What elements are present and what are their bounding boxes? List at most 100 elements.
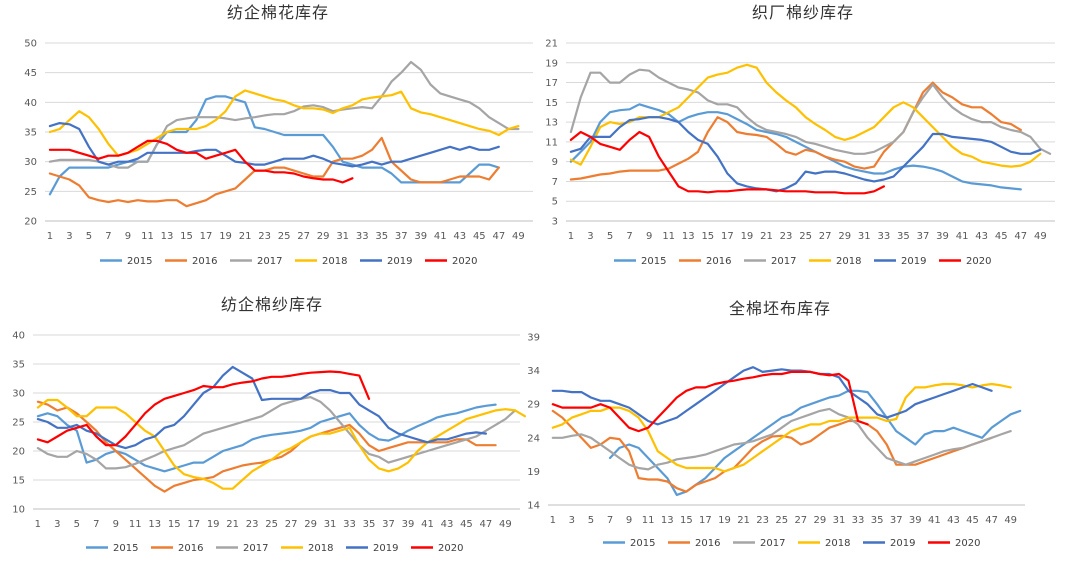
x-tick-label: 39 bbox=[936, 231, 949, 242]
x-tick-label: 45 bbox=[460, 519, 473, 530]
y-tick-label: 30 bbox=[24, 157, 37, 168]
x-tick-label: 41 bbox=[434, 231, 447, 242]
y-tick-label: 14 bbox=[527, 501, 540, 512]
x-tick-label: 15 bbox=[180, 231, 193, 242]
series-line-2017 bbox=[36, 396, 517, 470]
x-tick-label: 43 bbox=[453, 231, 466, 242]
series-line-2019 bbox=[569, 116, 1042, 193]
x-tick-label: 3 bbox=[569, 515, 575, 526]
x-tick-label: 15 bbox=[680, 515, 693, 526]
legend-label-2015: 2015 bbox=[641, 256, 666, 267]
x-tick-label: 13 bbox=[148, 519, 161, 530]
y-tick-label: 35 bbox=[12, 360, 25, 371]
x-tick-label: 19 bbox=[207, 519, 220, 530]
x-tick-label: 45 bbox=[995, 231, 1008, 242]
x-tick-label: 13 bbox=[682, 231, 695, 242]
series-line-2015 bbox=[608, 389, 1022, 496]
x-tick-label: 41 bbox=[928, 515, 941, 526]
x-tick-label: 23 bbox=[756, 515, 769, 526]
x-tick-label: 47 bbox=[985, 515, 998, 526]
x-tick-label: 17 bbox=[187, 519, 200, 530]
x-tick-label: 45 bbox=[966, 515, 979, 526]
x-tick-label: 39 bbox=[414, 231, 427, 242]
x-tick-label: 47 bbox=[480, 519, 493, 530]
x-tick-label: 7 bbox=[93, 519, 99, 530]
x-tick-label: 45 bbox=[473, 231, 486, 242]
y-tick-label: 45 bbox=[24, 68, 37, 79]
x-tick-label: 9 bbox=[646, 231, 652, 242]
x-tick-label: 41 bbox=[421, 519, 434, 530]
x-tick-label: 19 bbox=[718, 515, 731, 526]
x-tick-label: 25 bbox=[799, 231, 812, 242]
legend-label-2020: 2020 bbox=[452, 256, 477, 267]
x-tick-label: 33 bbox=[877, 231, 890, 242]
x-tick-label: 37 bbox=[890, 515, 903, 526]
y-tick-label: 21 bbox=[545, 39, 558, 50]
x-tick-label: 17 bbox=[721, 231, 734, 242]
y-tick-label: 17 bbox=[545, 78, 558, 89]
x-tick-label: 25 bbox=[278, 231, 291, 242]
series-line-2019 bbox=[36, 365, 487, 450]
series-line-2017 bbox=[569, 68, 1052, 155]
series-line-2015 bbox=[36, 403, 497, 473]
x-tick-label: 5 bbox=[588, 515, 594, 526]
x-tick-label: 49 bbox=[499, 519, 512, 530]
y-tick-label: 34 bbox=[527, 366, 540, 377]
x-tick-label: 9 bbox=[626, 515, 632, 526]
x-tick-label: 29 bbox=[838, 231, 851, 242]
x-tick-label: 11 bbox=[129, 519, 142, 530]
legend-label-2018: 2018 bbox=[322, 256, 347, 267]
x-tick-label: 29 bbox=[304, 519, 317, 530]
x-tick-label: 23 bbox=[246, 519, 259, 530]
chart-title: 纺企棉花库存 bbox=[227, 3, 329, 22]
x-tick-label: 5 bbox=[607, 231, 613, 242]
x-tick-label: 15 bbox=[701, 231, 714, 242]
y-tick-label: 13 bbox=[545, 118, 558, 129]
x-tick-label: 33 bbox=[343, 519, 356, 530]
series-line-2020 bbox=[36, 370, 371, 447]
x-tick-label: 7 bbox=[105, 231, 111, 242]
y-tick-label: 40 bbox=[24, 98, 37, 109]
x-tick-label: 31 bbox=[858, 231, 871, 242]
x-tick-label: 49 bbox=[1004, 515, 1017, 526]
series-line-2016 bbox=[569, 81, 1022, 181]
y-tick-label: 3 bbox=[552, 217, 558, 228]
x-tick-label: 13 bbox=[161, 231, 174, 242]
y-tick-label: 19 bbox=[545, 58, 558, 69]
series-line-2018 bbox=[551, 382, 1012, 473]
legend-label-2019: 2019 bbox=[890, 538, 915, 549]
x-tick-label: 1 bbox=[35, 519, 41, 530]
x-tick-label: 27 bbox=[819, 231, 832, 242]
y-tick-label: 35 bbox=[24, 128, 37, 139]
x-tick-label: 37 bbox=[917, 231, 930, 242]
y-tick-label: 39 bbox=[527, 333, 540, 344]
x-tick-label: 21 bbox=[226, 519, 239, 530]
y-tick-label: 19 bbox=[527, 467, 540, 478]
series-line-2016 bbox=[551, 409, 993, 493]
x-tick-label: 1 bbox=[47, 231, 53, 242]
legend-label-2015: 2015 bbox=[127, 256, 152, 267]
x-tick-label: 39 bbox=[402, 519, 415, 530]
x-tick-label: 21 bbox=[760, 231, 773, 242]
series-line-2018 bbox=[48, 89, 520, 157]
x-tick-label: 49 bbox=[1034, 231, 1047, 242]
x-tick-label: 39 bbox=[909, 515, 922, 526]
x-tick-label: 7 bbox=[607, 515, 613, 526]
x-tick-label: 3 bbox=[54, 519, 60, 530]
x-tick-label: 13 bbox=[661, 515, 674, 526]
series-line-2020 bbox=[48, 139, 354, 184]
x-tick-label: 9 bbox=[113, 519, 119, 530]
series-line-2019 bbox=[48, 121, 500, 168]
legend-label-2016: 2016 bbox=[706, 256, 731, 267]
legend-label-2016: 2016 bbox=[178, 543, 203, 554]
x-tick-label: 43 bbox=[975, 231, 988, 242]
x-tick-label: 7 bbox=[626, 231, 632, 242]
x-tick-label: 27 bbox=[285, 519, 298, 530]
chart-title: 全棉坯布库存 bbox=[729, 299, 831, 318]
legend-label-2016: 2016 bbox=[695, 538, 720, 549]
y-tick-label: 5 bbox=[552, 197, 558, 208]
x-tick-label: 5 bbox=[74, 519, 80, 530]
x-tick-label: 21 bbox=[239, 231, 252, 242]
